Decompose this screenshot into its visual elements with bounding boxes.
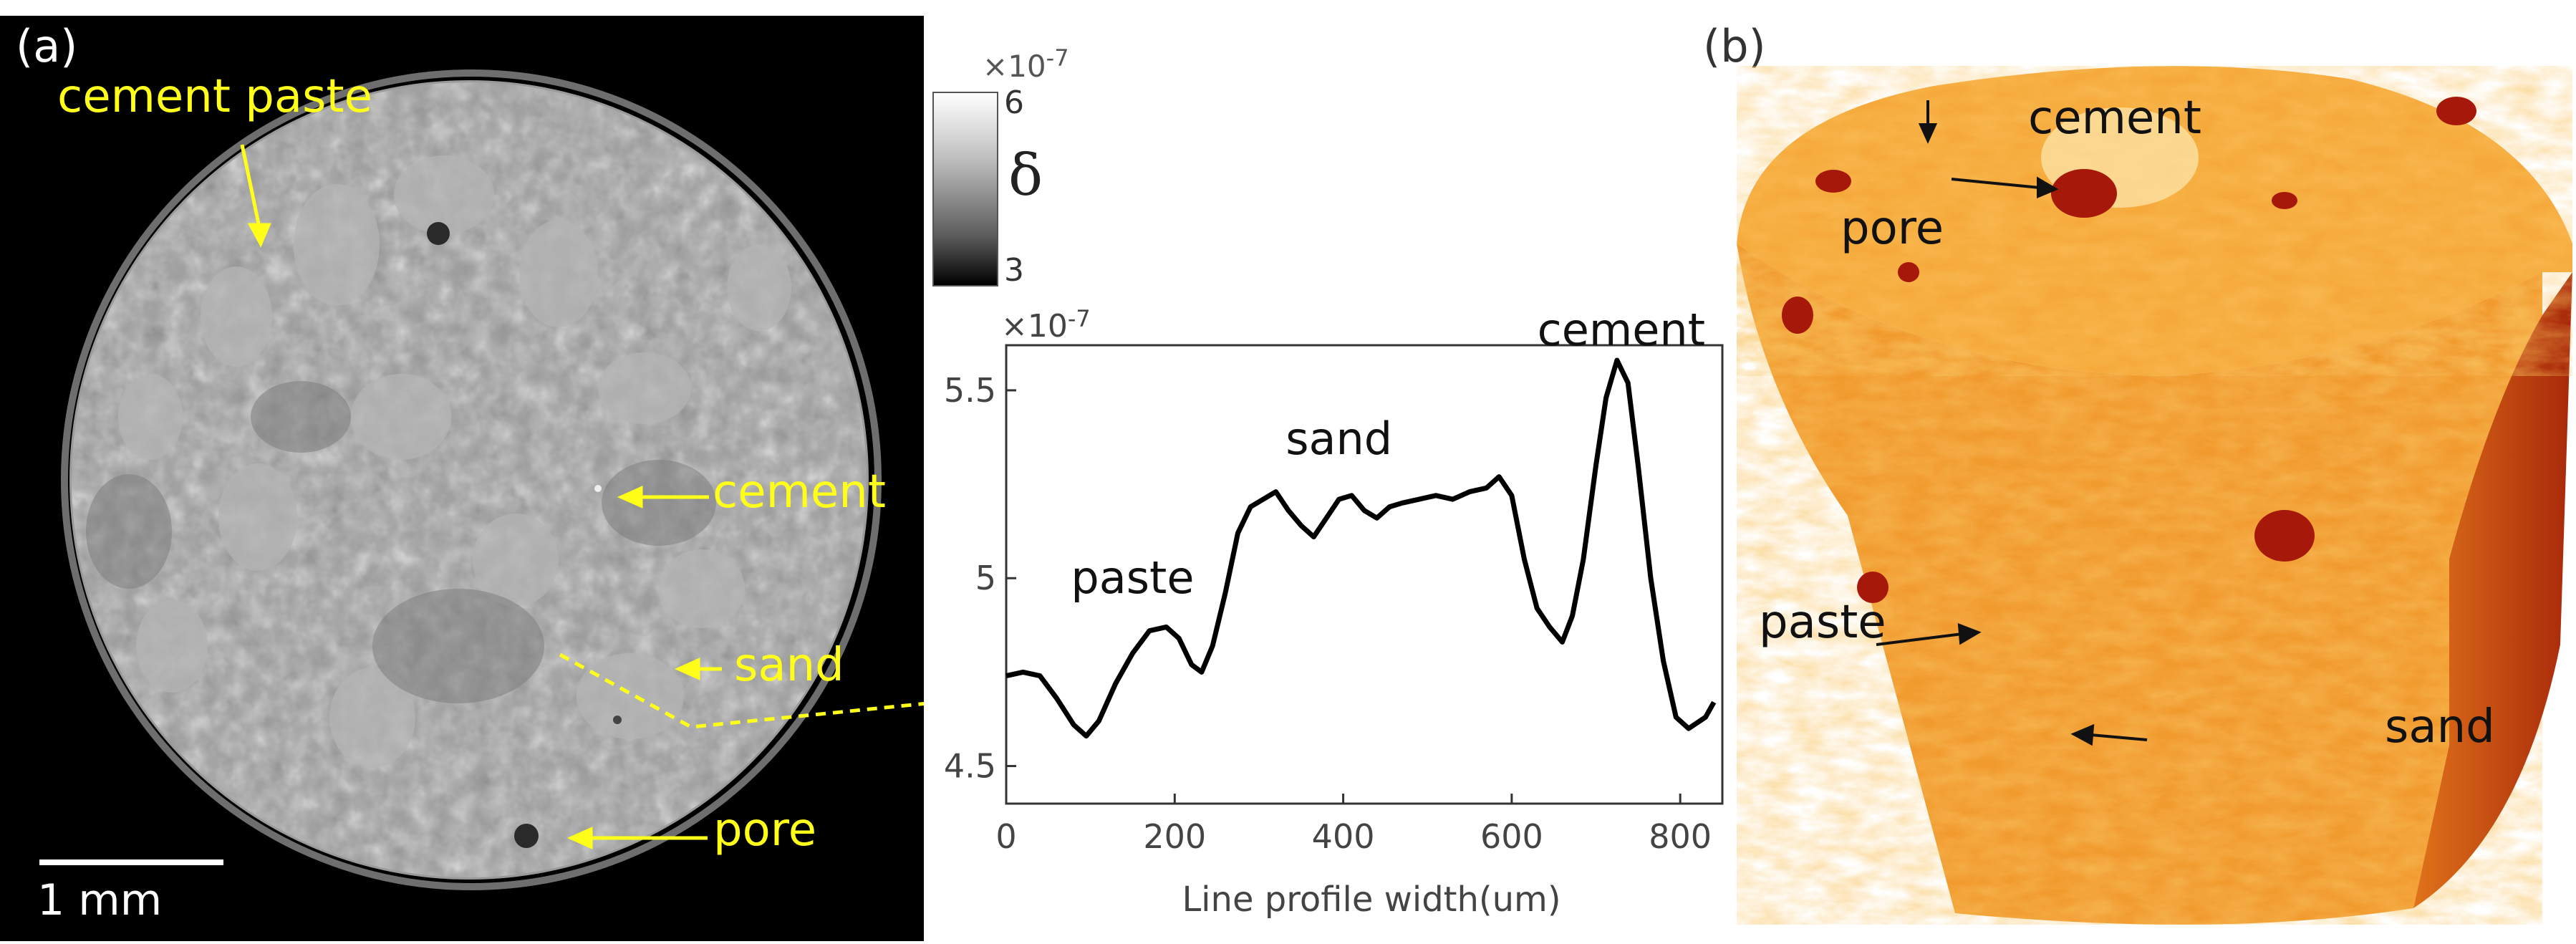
annotation-pore: pore (713, 804, 817, 857)
annotation-cement-paste: cement paste (57, 70, 372, 123)
ct-slice (39, 69, 985, 890)
y-tick-label: 4.5 (944, 747, 996, 786)
volume-pore (2254, 510, 2315, 562)
chart-x-axis-label: Line profile width(um) (1182, 880, 1560, 920)
profile-series-line (1005, 357, 1717, 739)
chart-annotation-sand: sand (1285, 413, 1392, 465)
panel-b-label: (b) (1703, 20, 1766, 72)
volume-rendering (1737, 66, 2572, 925)
panel-a-label: (a) (16, 20, 78, 72)
volume-annotation-sand: sand (2385, 700, 2495, 753)
chart-annotation-paste: paste (1071, 552, 1194, 604)
chart-annotation-cement: cement (1538, 304, 1705, 356)
annotation-cement: cement (713, 466, 886, 519)
x-tick-label: 0 (995, 817, 1016, 856)
x-tick-label: 800 (1649, 817, 1712, 856)
x-tick-label: 600 (1480, 817, 1543, 856)
line-profile-path (559, 652, 985, 729)
volume-annotation-pore: pore (1841, 202, 1944, 255)
volume-side-face (2413, 272, 2572, 908)
annotation-sand: sand (734, 639, 844, 692)
volume-annotation-paste: paste (1759, 596, 1886, 649)
ct-disc-rim (61, 69, 882, 890)
volume-pore (2051, 169, 2117, 218)
line-profile-chart: ×10-7 4.5 5 5.5 0 200 400 600 800 paste sand cem… (944, 304, 1724, 920)
chart-y-exponent: ×10-7 (1001, 305, 1091, 345)
volume-annotation-cement: cement (2028, 92, 2201, 145)
colorbar-exponent: ×10-7 (983, 44, 1069, 84)
y-tick-label: 5 (975, 559, 996, 597)
colorbar (932, 92, 998, 286)
panel-a-image (0, 16, 985, 941)
y-tick-label: 5.5 (944, 371, 996, 410)
ct-pore (514, 824, 539, 848)
colorbar-min-label: 3 (1004, 252, 1024, 289)
x-tick-label: 200 (1143, 817, 1206, 856)
colorbar-max-label: 6 (1004, 85, 1024, 121)
colorbar-symbol: δ (1008, 142, 1043, 208)
scale-bar-label: 1 mm (37, 875, 163, 925)
x-tick-label: 400 (1312, 817, 1375, 856)
chart-plot-area (1005, 344, 1724, 805)
ct-pore (427, 222, 450, 245)
